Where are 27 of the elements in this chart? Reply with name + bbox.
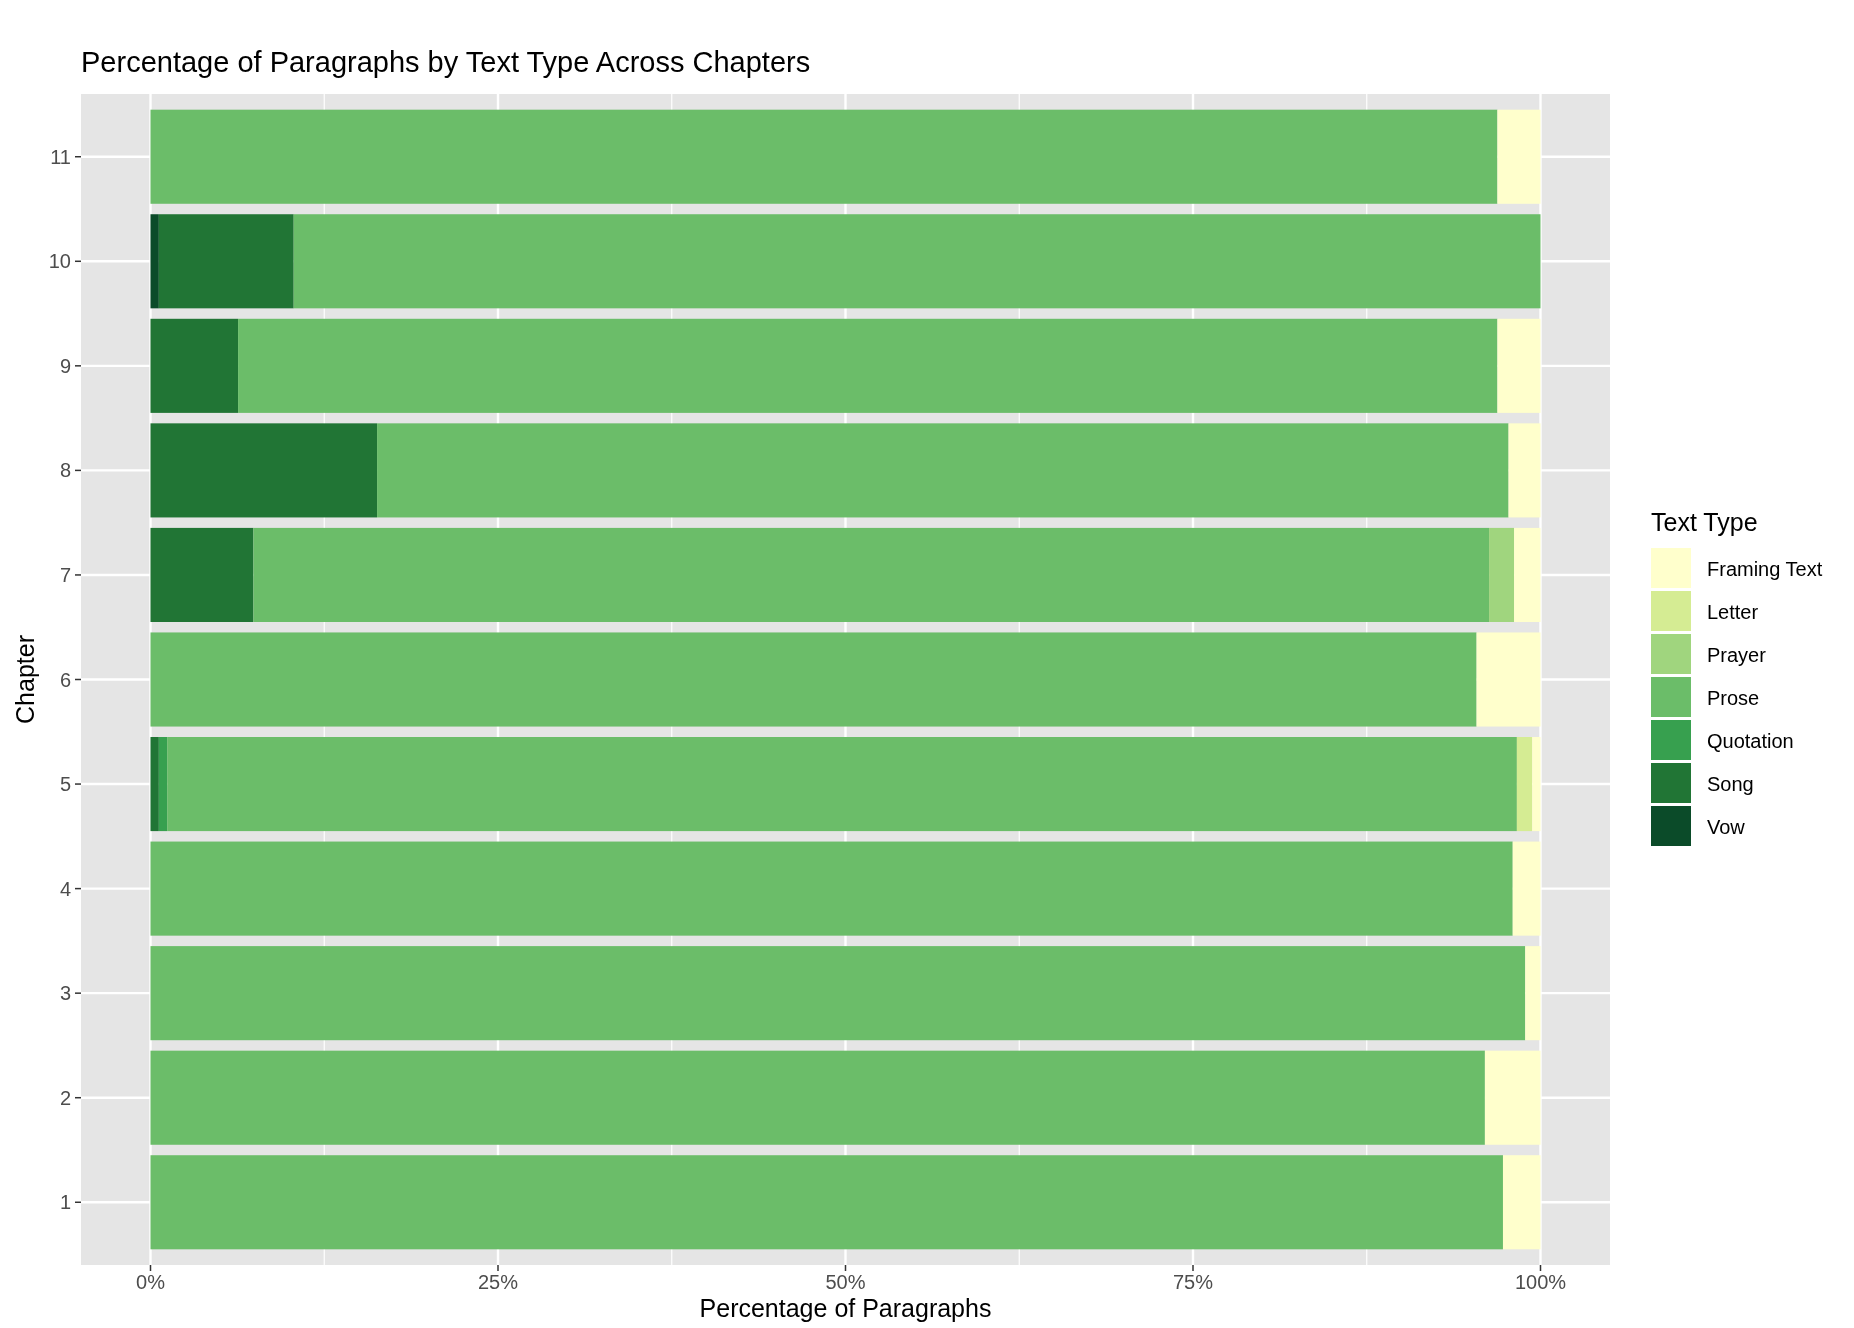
y-tick-label: 8 xyxy=(59,459,71,482)
legend-label: Song xyxy=(1707,773,1754,795)
y-tick-label: 10 xyxy=(48,250,71,273)
y-tick-label: 5 xyxy=(59,773,71,796)
chart-title: Percentage of Paragraphs by Text Type Across Chapters xyxy=(81,46,811,78)
y-tick-label: 11 xyxy=(50,145,71,168)
x-axis-title: Percentage of Paragraphs xyxy=(699,1294,992,1322)
x-tick-label: 75% xyxy=(1172,1271,1214,1293)
legend-label: Framing Text xyxy=(1707,558,1823,580)
y-tick-label: 4 xyxy=(59,877,71,900)
x-tick-label: 25% xyxy=(477,1271,519,1293)
y-tick-label: 3 xyxy=(59,982,71,1005)
x-tick-label: 0% xyxy=(136,1271,166,1293)
x-tick-label: 100% xyxy=(1514,1271,1567,1293)
legend-label: Quotation xyxy=(1707,730,1794,752)
legend-label: Prayer xyxy=(1707,644,1767,666)
y-tick-label: 1 xyxy=(59,1191,71,1214)
legend-label: Vow xyxy=(1707,816,1746,838)
legend-label: Letter xyxy=(1707,601,1759,623)
y-tick-label: 2 xyxy=(59,1086,71,1109)
legend-label: Prose xyxy=(1707,687,1760,709)
legend-title: Text Type xyxy=(1651,508,1758,536)
y-tick-label: 7 xyxy=(59,563,71,586)
y-tick-label: 9 xyxy=(59,354,71,377)
x-tick-label: 50% xyxy=(825,1271,866,1293)
y-tick-label: 6 xyxy=(59,668,71,691)
y-axis-title: Chapter xyxy=(11,635,39,724)
